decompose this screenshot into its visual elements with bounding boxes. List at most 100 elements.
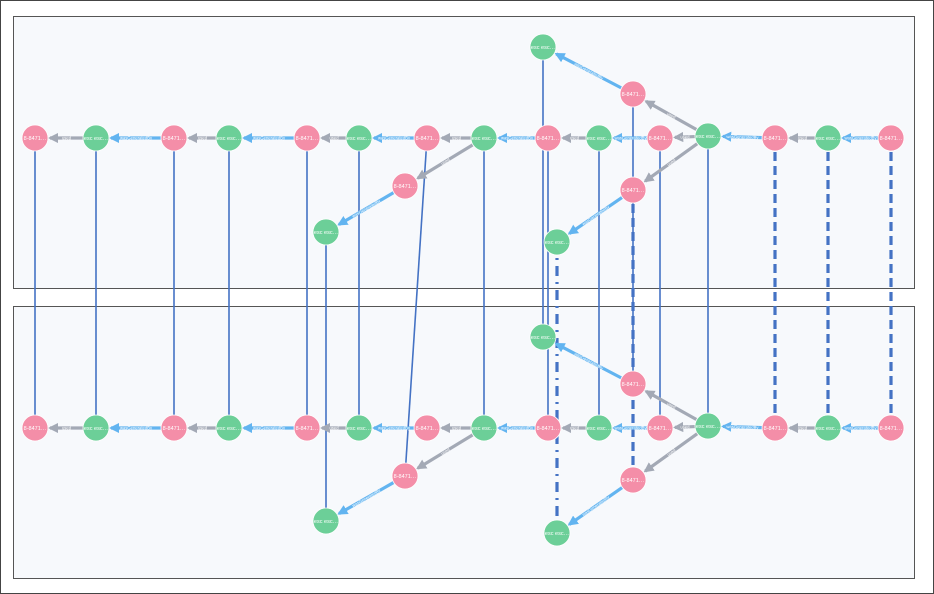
was-generated-by-edge[interactable] <box>554 52 623 90</box>
was-generated-by-edge[interactable] <box>720 131 763 142</box>
edge-label: used <box>680 134 690 139</box>
node-label: 8-8471… <box>163 136 186 142</box>
edge-label: used <box>452 425 462 430</box>
was-generated-by-edge[interactable] <box>337 191 395 226</box>
process-node[interactable]: esc esc… <box>82 414 110 442</box>
edge-label: wasGeneratedBy <box>351 487 382 508</box>
process-node[interactable]: esc esc… <box>814 414 842 442</box>
used-edge[interactable] <box>416 143 474 180</box>
file-node[interactable]: 8-8471… <box>761 414 789 442</box>
used-edge[interactable] <box>416 433 474 470</box>
edge-label: wasGeneratedBy <box>726 424 759 430</box>
was-generated-by-edge[interactable] <box>554 342 623 380</box>
node-link-line[interactable] <box>404 137 428 477</box>
file-node[interactable]: 8-8471… <box>21 414 49 442</box>
file-node[interactable]: 8-8471… <box>534 124 562 152</box>
edge-label: used <box>329 425 339 430</box>
edge-label: used <box>666 447 677 457</box>
node-label: esc esc… <box>696 424 720 430</box>
edge-label: wasGeneratedBy <box>501 425 534 430</box>
edge-label: used <box>798 425 808 430</box>
bottom-panel-nodes: 8-8471… esc esc… 8-8471… esc esc… 8-8471… esc… <box>21 323 905 547</box>
file-node[interactable]: 8-8471… <box>293 124 321 152</box>
node-label: 8-8471… <box>24 136 47 142</box>
file-node[interactable]: 8-8471… <box>413 414 441 442</box>
process-node[interactable]: esc esc… <box>470 414 498 442</box>
process-node[interactable]: esc esc… <box>345 124 373 152</box>
edge-label: wasGeneratedBy <box>614 425 647 430</box>
process-node[interactable]: esc esc… <box>529 33 557 61</box>
file-node[interactable]: 8-8471… <box>293 414 321 442</box>
file-node[interactable]: 8-8471… <box>646 124 674 152</box>
process-node[interactable]: esc esc… <box>82 124 110 152</box>
provenance-graph-panel-top[interactable] <box>13 16 915 289</box>
used-edge[interactable] <box>672 421 696 433</box>
process-node[interactable]: esc esc… <box>470 124 498 152</box>
was-generated-by-edge[interactable] <box>720 421 763 432</box>
file-node[interactable]: 8-8471… <box>877 124 905 152</box>
edge-label: wasGeneratedBy <box>378 425 411 430</box>
was-generated-by-edge[interactable] <box>567 486 624 526</box>
edge-label: wasGeneratedBy <box>844 135 877 140</box>
process-node[interactable]: esc esc… <box>312 507 340 535</box>
node-label: 8-8471… <box>622 478 645 484</box>
edge-label: wasGeneratedBy <box>574 61 606 81</box>
provenance-graph-panel-bottom[interactable] <box>13 306 915 579</box>
edge-label: wasGeneratedBy <box>253 425 286 430</box>
file-node[interactable]: 8-8471… <box>160 414 188 442</box>
used-edge[interactable] <box>644 389 698 422</box>
process-node[interactable]: esc esc… <box>694 122 722 150</box>
node-label: esc esc… <box>531 335 555 341</box>
file-node[interactable]: 8-8471… <box>619 466 647 494</box>
process-node[interactable]: esc esc… <box>312 218 340 246</box>
process-node[interactable]: esc esc… <box>585 414 613 442</box>
process-node[interactable]: esc esc… <box>814 124 842 152</box>
was-generated-by-edge[interactable] <box>337 481 395 515</box>
edge-label: wasGeneratedBy <box>351 198 382 219</box>
file-node[interactable]: 8-8471… <box>534 414 562 442</box>
file-node[interactable]: 8-8471… <box>413 124 441 152</box>
used-edge[interactable] <box>643 142 699 183</box>
node-label: esc esc… <box>816 426 840 432</box>
node-label: 8-8471… <box>24 426 47 432</box>
file-node[interactable]: 8-8471… <box>619 80 647 108</box>
node-label: 8-8471… <box>880 426 903 432</box>
used-edge[interactable] <box>644 99 698 132</box>
node-label: 8-8471… <box>296 426 319 432</box>
file-node[interactable]: 8-8471… <box>21 124 49 152</box>
node-label: 8-8471… <box>296 136 319 142</box>
process-node[interactable]: esc esc… <box>543 519 571 547</box>
file-node[interactable]: 8-8471… <box>619 176 647 204</box>
node-label: esc esc… <box>696 134 720 140</box>
file-node[interactable]: 8-8471… <box>646 414 674 442</box>
node-label: esc esc… <box>347 136 371 142</box>
file-node[interactable]: 8-8471… <box>619 370 647 398</box>
process-node[interactable]: esc esc… <box>215 124 243 152</box>
process-node[interactable]: esc esc… <box>585 124 613 152</box>
edge-label: used <box>440 157 451 166</box>
process-node[interactable]: esc esc… <box>694 412 722 440</box>
process-node[interactable]: esc esc… <box>529 323 557 351</box>
edge-label: used <box>680 424 690 429</box>
file-node[interactable]: 8-8471… <box>391 462 419 490</box>
file-node[interactable]: 8-8471… <box>391 172 419 200</box>
node-label: 8-8471… <box>163 426 186 432</box>
file-node[interactable]: 8-8471… <box>160 124 188 152</box>
edge-label: used <box>62 135 72 140</box>
file-node[interactable]: 8-8471… <box>761 124 789 152</box>
used-edge[interactable] <box>672 131 696 143</box>
process-node[interactable]: esc esc… <box>543 228 571 256</box>
node-label: esc esc… <box>84 136 108 142</box>
edge-label: wasGeneratedBy <box>614 135 647 140</box>
edge-label: used <box>666 157 677 167</box>
node-label: esc esc… <box>217 426 241 432</box>
was-generated-by-edge[interactable] <box>567 196 624 235</box>
file-node[interactable]: 8-8471… <box>877 414 905 442</box>
process-node[interactable]: esc esc… <box>345 414 373 442</box>
node-label: 8-8471… <box>622 92 645 98</box>
node-label: esc esc… <box>587 426 611 432</box>
used-edge[interactable] <box>643 432 699 473</box>
process-node[interactable]: esc esc… <box>215 414 243 442</box>
